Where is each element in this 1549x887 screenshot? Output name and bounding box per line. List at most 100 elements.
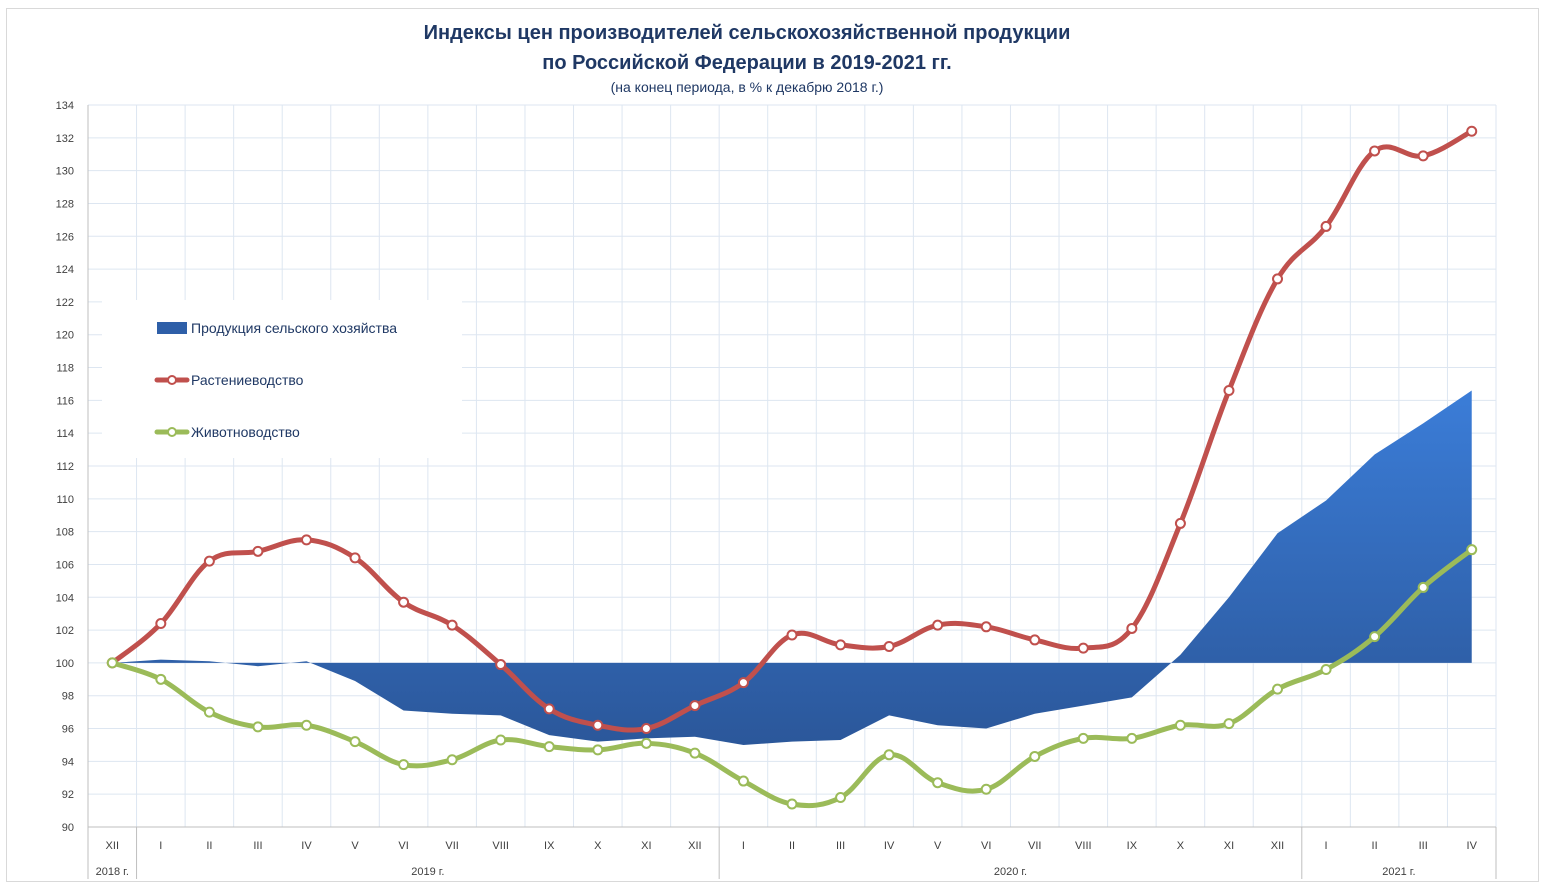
y-axis: 90 92 94 96 98 100 102 104 106 108 110 112 114 116 118…: [56, 100, 74, 834]
area-series: [112, 390, 1472, 745]
y-tick-label: 106: [56, 559, 74, 571]
legend: Продукция сельского хозяйства Растениевод…: [102, 300, 462, 458]
series-point-1: [1077, 732, 1089, 744]
y-tick-label: 104: [56, 592, 74, 604]
series-point-1: [640, 737, 652, 749]
x-tick-label: XII: [688, 840, 701, 852]
series-point-1: [446, 754, 458, 766]
year-label: 2020 г.: [994, 866, 1027, 878]
legend-swatch-marker: [167, 375, 177, 385]
x-tick-label: V: [934, 840, 942, 852]
series-point-1: [932, 777, 944, 789]
series-point-1: [1369, 631, 1381, 643]
series-point-0: [1029, 634, 1041, 646]
series-point-1: [1029, 750, 1041, 762]
series-point-0: [1320, 220, 1332, 232]
series-point-0: [786, 629, 798, 641]
x-tick-label: I: [159, 840, 162, 852]
x-tick-label: I: [742, 840, 745, 852]
chart-subtitle: (на конец периода, в % к декабрю 2018 г.…: [610, 79, 884, 95]
x-tick-label: III: [1419, 840, 1428, 852]
x-tick-label: VI: [398, 840, 408, 852]
x-tick-label: X: [1177, 840, 1185, 852]
legend-label: Растениеводство: [191, 372, 304, 388]
series-point-0: [835, 639, 847, 651]
series-point-1: [398, 759, 410, 771]
series-point-1: [1466, 544, 1478, 556]
x-tick-label: II: [206, 840, 212, 852]
series-point-0: [1272, 273, 1284, 285]
x-tick-label: VIII: [1075, 840, 1092, 852]
y-tick-label: 102: [56, 625, 74, 637]
x-tick-label: V: [351, 840, 359, 852]
series-point-0: [932, 619, 944, 631]
y-tick-label: 128: [56, 198, 74, 210]
y-tick-label: 120: [56, 330, 74, 342]
legend-label: Животноводство: [191, 424, 300, 440]
series-point-1: [1417, 581, 1429, 593]
x-tick-label: VIII: [492, 840, 509, 852]
year-label: 2018 г.: [96, 866, 129, 878]
series-point-0: [495, 659, 507, 671]
y-tick-label: 110: [56, 494, 74, 506]
year-label: 2019 г.: [411, 866, 444, 878]
x-tick-label: I: [1325, 840, 1328, 852]
x-tick-label: XI: [641, 840, 651, 852]
y-tick-label: 108: [56, 527, 74, 539]
series-point-0: [1223, 385, 1235, 397]
series-point-0: [1126, 622, 1138, 634]
y-tick-label: 134: [56, 100, 74, 112]
series-point-0: [1466, 125, 1478, 137]
series-point-0: [398, 596, 410, 608]
y-tick-label: 116: [56, 395, 74, 407]
series-point-1: [300, 719, 312, 731]
series-point-0: [1077, 642, 1089, 654]
y-tick-label: 130: [56, 166, 74, 178]
series-point-1: [786, 798, 798, 810]
series-point-1: [883, 749, 895, 761]
y-tick-label: 122: [56, 297, 74, 309]
series-point-1: [737, 775, 749, 787]
series-point-0: [592, 719, 604, 731]
y-tick-label: 98: [62, 691, 74, 703]
series-point-1: [203, 706, 215, 718]
series-point-0: [155, 618, 167, 630]
series-point-1: [155, 673, 167, 685]
series-point-1: [1126, 732, 1138, 744]
series-point-0: [1174, 517, 1186, 529]
year-label: 2021 г.: [1382, 866, 1415, 878]
series-point-1: [543, 741, 555, 753]
series-point-0: [1369, 145, 1381, 157]
series-point-1: [1223, 718, 1235, 730]
series-point-0: [737, 677, 749, 689]
x-tick-label: II: [1372, 840, 1378, 852]
y-tick-label: 92: [62, 789, 74, 801]
x-tick-label: XI: [1224, 840, 1234, 852]
series-point-0: [349, 552, 361, 564]
x-tick-label: IX: [1127, 840, 1138, 852]
y-tick-label: 124: [56, 264, 74, 276]
chart-title: Индексы цен производителей сельскохозяйс…: [423, 22, 1071, 44]
legend-swatch-marker: [167, 427, 177, 437]
series-point-0: [980, 621, 992, 633]
y-tick-label: 94: [62, 756, 74, 768]
series-point-1: [1174, 719, 1186, 731]
series-point-0: [203, 555, 215, 567]
series-point-1: [689, 747, 701, 759]
x-tick-label: IV: [301, 840, 312, 852]
series-point-0: [883, 641, 895, 652]
x-tick-label: X: [594, 840, 602, 852]
x-tick-label: VII: [1028, 840, 1041, 852]
series-point-1: [252, 721, 264, 733]
series-point-0: [689, 700, 701, 712]
series-point-1: [980, 783, 992, 795]
area-fill-agri-total: [112, 390, 1472, 745]
y-tick-label: 114: [56, 428, 74, 440]
x-tick-label: XII: [106, 840, 119, 852]
x-axis: XII I II III IV V VI VII VIII IX X XI XII I II III IV V VI…: [87, 827, 1497, 879]
y-tick-label: 126: [56, 231, 74, 243]
y-tick-label: 90: [62, 822, 74, 834]
series-point-0: [446, 619, 458, 631]
x-tick-label: VII: [445, 840, 458, 852]
legend-label: Продукция сельского хозяйства: [191, 320, 397, 336]
